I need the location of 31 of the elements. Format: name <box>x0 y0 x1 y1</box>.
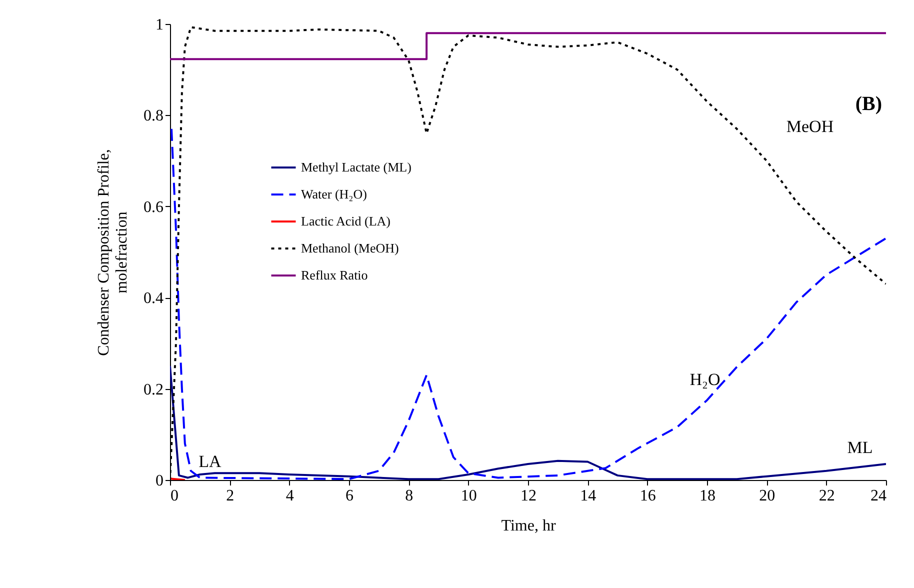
y-tick-label: 0.8 <box>144 108 164 125</box>
y-tick-label: 0 <box>156 472 164 490</box>
x-tick-label: 6 <box>346 488 354 504</box>
annotation: H₂O <box>690 370 720 389</box>
y-tick-label: 0.6 <box>144 198 164 216</box>
x-tick-label: 18 <box>700 488 716 504</box>
x-tick-label: 2 <box>226 488 234 504</box>
y-axis-title: Condenser Composition Profile, molefraction <box>96 149 130 356</box>
legend-label: Water (H₂O) <box>301 186 367 202</box>
x-tick-label: 16 <box>640 488 656 504</box>
x-tick-label: 12 <box>520 488 536 504</box>
legend-label: Methyl Lactate (ML) <box>301 160 412 174</box>
legend-label: Reflux Ratio <box>301 268 368 282</box>
x-tick-label: 8 <box>405 488 414 504</box>
x-tick-label: 20 <box>759 488 776 504</box>
x-tick-label: 0 <box>170 488 178 504</box>
legend-label: Methanol (MeOH) <box>301 240 399 256</box>
y-tick-label: 0.2 <box>144 381 164 398</box>
annotation: ML <box>847 438 873 457</box>
annotation: LA <box>198 452 222 471</box>
x-tick-label: 24 <box>870 488 886 504</box>
legend-label: Lactic Acid (LA) <box>301 214 391 228</box>
x-tick-label: 14 <box>580 488 596 504</box>
x-tick-label: 4 <box>286 488 294 504</box>
x-tick-label: 22 <box>818 488 835 504</box>
annotation: (B) <box>855 93 882 115</box>
y-tick-label: 1 <box>156 16 164 34</box>
y-tick-label: 0.4 <box>144 290 164 308</box>
x-axis-title: Time, hr <box>501 518 556 534</box>
x-tick-label: 10 <box>460 488 477 504</box>
annotation: MeOH <box>786 117 834 136</box>
